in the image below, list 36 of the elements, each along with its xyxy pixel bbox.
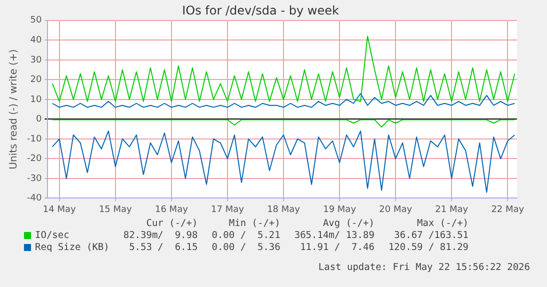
y-tick-label: 0 [36, 114, 42, 125]
text: 120.59 / 81.29 [387, 242, 469, 254]
text: 365.14m/ 13.89 [293, 230, 374, 242]
y-tick-label: -10 [26, 134, 42, 144]
y-axis-title: Units read (-) / write (+) [8, 49, 20, 170]
legend-label: Req Size (KB) [34, 242, 110, 254]
y-tick-label: -40 [26, 194, 42, 204]
y-tick-label: -20 [26, 154, 42, 164]
text: 36.67 /163.51 [393, 230, 469, 242]
x-tick-label: 22 May [491, 204, 525, 215]
y-tick-label: 10 [30, 94, 42, 105]
x-tick-label: 14 May [42, 204, 77, 215]
text: 0.00 / 5.36 [210, 242, 280, 254]
x-tick-label: 21 May [435, 204, 469, 215]
x-tick-label: 16 May [154, 204, 189, 215]
text: 82.39m/ 9.98 [122, 230, 198, 242]
text: Max (-/+) [416, 218, 469, 230]
text: Cur (-/+) [145, 218, 198, 230]
chart-title: IOs for /dev/sda - by week [182, 3, 339, 18]
text: Min (-/+) [228, 218, 280, 230]
y-tick-label: 40 [30, 36, 42, 46]
x-tick-label: 15 May [98, 204, 133, 215]
x-tick-label: 17 May [211, 204, 245, 215]
text: 11.91 / 7.46 [299, 242, 374, 254]
y-tick-label: -30 [26, 174, 42, 184]
y-tick-label: 20 [30, 75, 42, 86]
text: Avg (-/+) [322, 218, 374, 230]
text: Last update: Fri May 22 15:56:22 2026 [318, 262, 530, 273]
y-tick-label: 30 [30, 55, 42, 66]
text: 5.53 / 6.15 [128, 242, 198, 254]
x-tick-label: 18 May [267, 204, 301, 215]
legend-label: IO/sec [34, 230, 70, 242]
y-tick-label: 50 [30, 16, 42, 26]
x-tick-label: 19 May [323, 204, 357, 215]
text: 0.00 / 5.21 [210, 230, 280, 242]
x-tick-label: 20 May [379, 204, 413, 215]
